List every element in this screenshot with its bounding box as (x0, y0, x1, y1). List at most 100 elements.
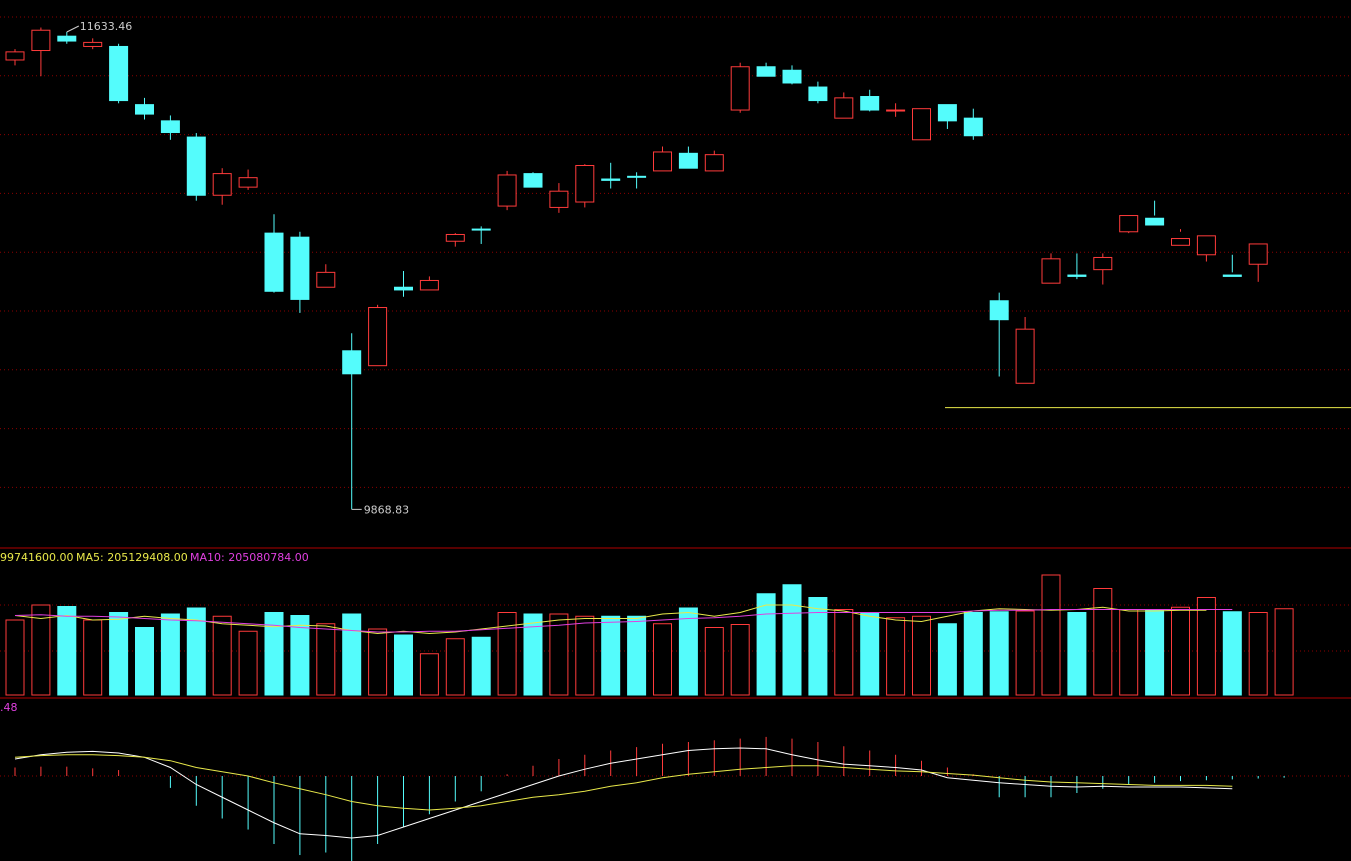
volume-bar (704, 627, 724, 696)
volume-bar (1171, 606, 1190, 696)
volume-bar (109, 612, 129, 696)
candle-body (316, 271, 336, 288)
ma5-line (14, 604, 1207, 635)
volume-bar (1119, 609, 1139, 696)
volume-bar (756, 593, 776, 696)
volume-bar (290, 615, 310, 696)
candle-body (1015, 328, 1035, 384)
candle-body (471, 228, 491, 231)
candle-body (782, 69, 802, 84)
volume-bar (419, 653, 439, 696)
volume-bar (238, 630, 258, 696)
volume-bar (1248, 612, 1268, 696)
volume-bar (678, 607, 698, 696)
volume-bar (160, 613, 180, 696)
candle-body (160, 120, 180, 133)
candle-body (1171, 238, 1190, 246)
candle-body (57, 35, 77, 42)
candle-body (342, 350, 362, 375)
volume-bar (575, 615, 595, 696)
candle-body (937, 104, 957, 122)
low-price-label: 9868.83 (364, 503, 410, 516)
volume-bar (989, 611, 1009, 696)
volume-bar (1067, 612, 1087, 696)
volume-bar (601, 615, 621, 696)
high-price-label: 11633.46 (80, 20, 133, 33)
candle-body (1041, 258, 1061, 284)
candle-body (860, 96, 880, 111)
ma5-label: MA5: 205129408.00 (76, 551, 188, 564)
volume-bar (1041, 574, 1061, 696)
volume-bar (860, 612, 880, 696)
candle-body (109, 45, 129, 102)
candle-body (1093, 256, 1113, 271)
candle-body (290, 236, 310, 300)
volume-bar (963, 612, 983, 696)
volume-bar (368, 628, 388, 696)
volume-bar (497, 612, 517, 696)
candle-body (497, 174, 517, 207)
candle-body (1222, 274, 1242, 277)
volume-bar (1093, 588, 1113, 696)
volume-bar (5, 619, 25, 696)
volume-bar (886, 617, 906, 696)
candle-body (1196, 235, 1216, 256)
volume-value-label: 99741600.00 (0, 551, 73, 564)
volume-bar (627, 615, 647, 696)
candle-body (730, 66, 750, 111)
ma10-label: MA10: 205080784.00 (190, 551, 309, 564)
macd-value-label: .48 (0, 701, 18, 714)
volume-bar (471, 636, 491, 696)
candle-body (756, 66, 776, 77)
volume-bar (1274, 608, 1294, 696)
volume-bar (730, 624, 750, 696)
volume-bar (808, 597, 828, 696)
volume-bar (264, 612, 284, 696)
volume-bar (316, 623, 336, 696)
macd-dif-line (14, 747, 1233, 839)
volume-bar (782, 584, 802, 696)
volume-bar (937, 623, 957, 696)
candle-body (834, 97, 854, 119)
volume-bar (653, 623, 672, 696)
volume-bar (342, 613, 362, 696)
volume-bar (31, 604, 51, 696)
candle-body (601, 178, 621, 181)
candle-body (989, 300, 1009, 321)
candle-body (1067, 274, 1087, 277)
volume-bar (1015, 610, 1035, 696)
macd-dea-line (14, 754, 1233, 811)
candle-body (912, 108, 931, 141)
volume-bar (445, 638, 465, 696)
candle-body (212, 173, 232, 196)
candle-body (83, 41, 103, 47)
candle-body (264, 232, 284, 292)
candle-body (678, 152, 698, 169)
volume-bar (212, 615, 232, 696)
volume-bar (186, 607, 206, 696)
candle-body (1119, 215, 1139, 233)
candle-body (808, 86, 828, 102)
volume-bar (135, 627, 154, 696)
candle-body (653, 151, 672, 172)
volume-bar (57, 606, 77, 696)
candle-body (627, 175, 647, 178)
candle-body (549, 190, 569, 208)
volume-bar (523, 613, 543, 696)
candle-body (704, 154, 724, 172)
volume-bar (834, 609, 854, 696)
candle-body (135, 104, 154, 115)
volume-bar (83, 619, 103, 696)
candle-body (1248, 243, 1268, 265)
candle-body (523, 173, 543, 188)
candle-body (238, 177, 258, 188)
volume-bar (1196, 597, 1216, 696)
high-pointer (66, 25, 80, 33)
ma10-line (14, 609, 1233, 633)
candle-body (575, 164, 595, 203)
volume-bar (912, 615, 931, 696)
volume-bar (394, 634, 413, 696)
volume-bar (1222, 611, 1242, 696)
candle-body (5, 51, 25, 61)
